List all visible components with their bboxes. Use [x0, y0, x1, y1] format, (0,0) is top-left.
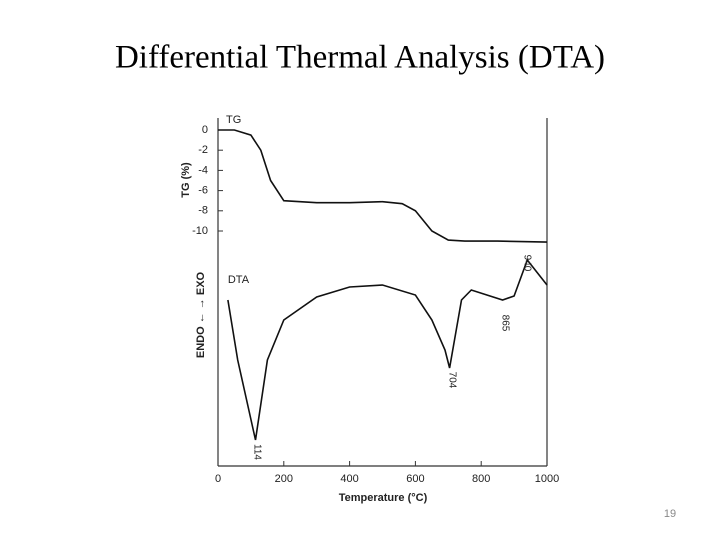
y-tick-label: -2 — [198, 144, 208, 156]
slide-title: Differential Thermal Analysis (DTA) — [115, 40, 605, 76]
x-tick-label: 600 — [406, 473, 424, 485]
x-tick-label: 1000 — [535, 473, 559, 485]
y-tick-label: -4 — [198, 164, 208, 176]
y-tick-label: -10 — [192, 225, 208, 237]
y-axis-label: TG (%) — [180, 162, 192, 198]
y2-axis-label: ENDO ← → EXO — [195, 271, 207, 358]
series-label: DTA — [228, 274, 250, 286]
x-tick-label: 0 — [215, 473, 221, 485]
y-tick-label: -6 — [198, 185, 208, 197]
series-line — [227, 258, 548, 441]
x-tick-label: 400 — [340, 473, 358, 485]
peak-annotation: 704 — [446, 372, 457, 389]
y-tick-label: 0 — [202, 124, 208, 136]
y-tick-label: -8 — [198, 205, 208, 217]
peak-annotation: 114 — [251, 444, 262, 460]
peak-annotation: 865 — [499, 315, 510, 332]
x-axis-label: Temperature (°C) — [339, 492, 428, 504]
page-number: 19 — [664, 508, 676, 520]
x-tick-label: 800 — [472, 473, 490, 485]
peak-annotation: 940 — [521, 255, 532, 272]
x-tick-label: 200 — [275, 473, 293, 485]
series-line — [218, 129, 548, 243]
series-label: TG — [226, 114, 241, 126]
